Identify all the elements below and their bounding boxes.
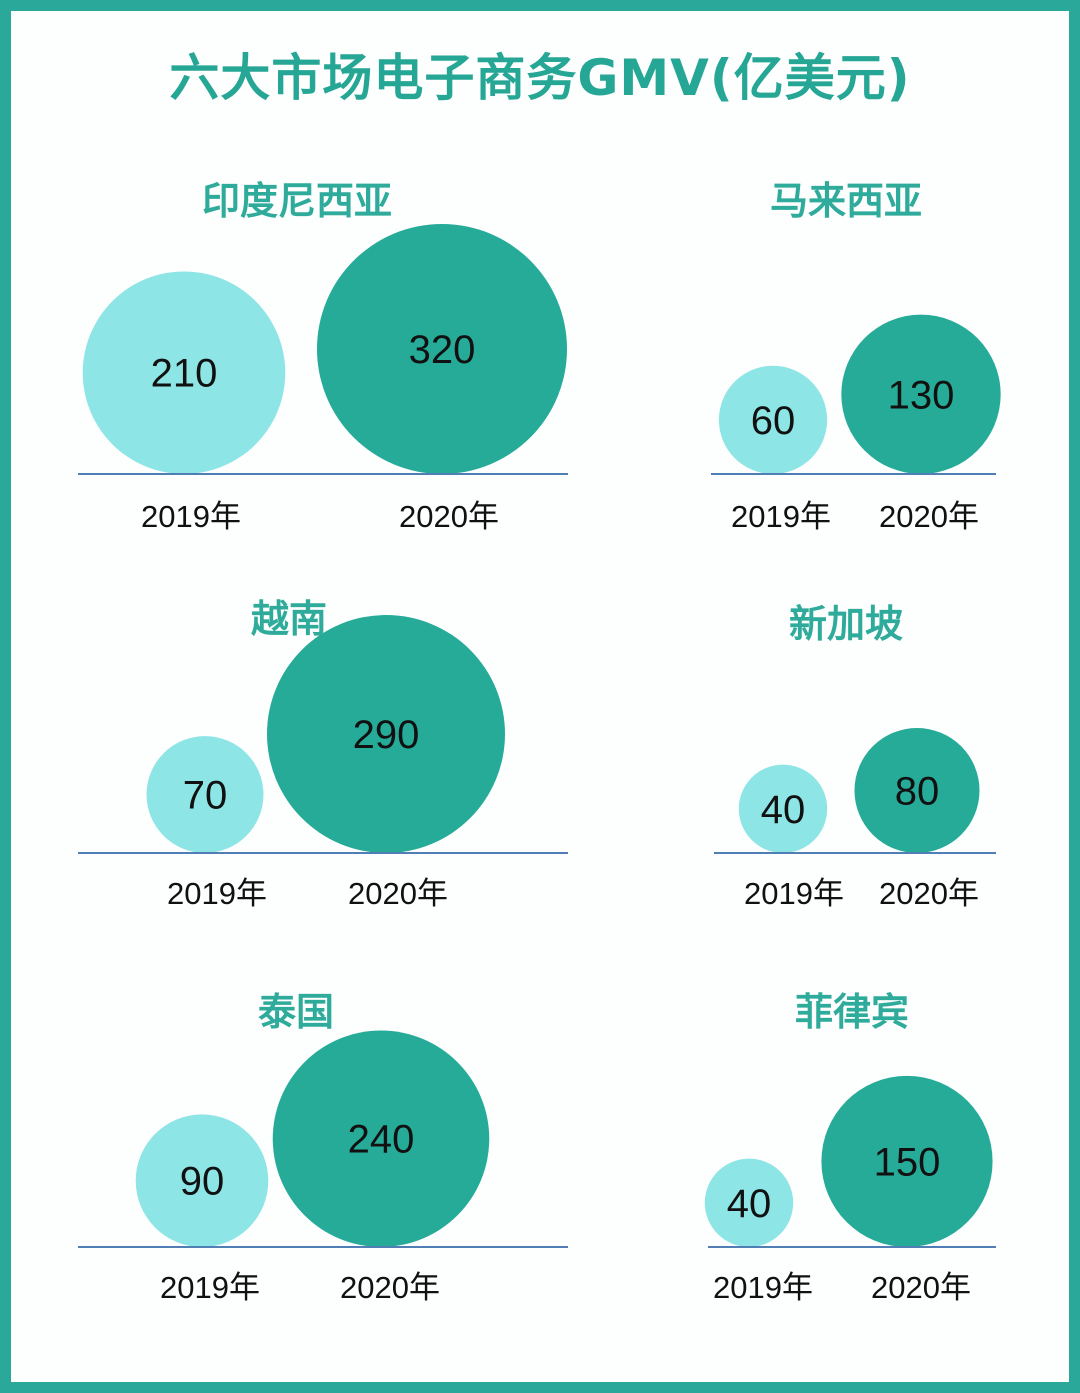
- year-label-indonesia-2020: 2020年: [399, 499, 499, 534]
- market-label-thailand: 泰国: [257, 990, 334, 1034]
- value-label-vietnam-2019: 70: [183, 774, 228, 818]
- bubble-thailand-2019: [135, 1114, 269, 1247]
- year-label-singapore-2020: 2020年: [879, 876, 979, 911]
- year-label-thailand-2020: 2020年: [340, 1270, 440, 1305]
- value-label-philippines-2019: 40: [727, 1182, 772, 1226]
- year-label-malaysia-2020: 2020年: [879, 499, 979, 534]
- chart-title: 六大市场电子商务GMV(亿美元): [169, 49, 911, 107]
- panel-singapore: 40 80 2019年 2020年: [714, 728, 996, 911]
- market-label-indonesia: 印度尼西亚: [201, 179, 392, 223]
- market-label-singapore: 新加坡: [788, 602, 903, 646]
- value-label-indonesia-2019: 210: [151, 352, 218, 396]
- value-label-singapore-2020: 80: [895, 770, 940, 814]
- panel-thailand: 90 240 2019年 2020年: [78, 1030, 568, 1305]
- bubble-indonesia-2020: [317, 224, 567, 474]
- bubble-vietnam-2019: [146, 736, 264, 854]
- market-label-philippines: 菲律宾: [794, 990, 909, 1034]
- year-label-malaysia-2019: 2019年: [731, 499, 831, 534]
- bubble-malaysia-2020: [841, 314, 1001, 474]
- value-label-philippines-2020: 150: [874, 1140, 941, 1184]
- panel-indonesia: 210 320 2019年 2020年: [78, 224, 568, 534]
- panel-vietnam: 70 290 2019年 2020年: [78, 615, 568, 911]
- value-label-vietnam-2020: 290: [353, 713, 420, 757]
- bubble-vietnam-2020: [267, 615, 505, 853]
- year-label-vietnam-2020: 2020年: [348, 876, 448, 911]
- bubble-singapore-2019: [738, 764, 828, 854]
- bubble-thailand-2020: [272, 1030, 490, 1247]
- value-label-thailand-2019: 90: [180, 1160, 225, 1204]
- year-label-thailand-2019: 2019年: [160, 1270, 260, 1305]
- bubble-indonesia-2019: [82, 271, 286, 474]
- year-label-philippines-2020: 2020年: [871, 1270, 971, 1305]
- market-label-malaysia: 马来西亚: [769, 179, 922, 223]
- bubble-malaysia-2019: [718, 365, 828, 474]
- panel-malaysia: 60 130 2019年 2020年: [711, 314, 1001, 534]
- year-label-singapore-2019: 2019年: [744, 876, 844, 911]
- year-label-philippines-2019: 2019年: [713, 1270, 813, 1305]
- bubble-philippines-2019: [704, 1158, 794, 1247]
- year-label-indonesia-2019: 2019年: [141, 499, 241, 534]
- panel-philippines: 40 150 2019年 2020年: [704, 1075, 996, 1305]
- value-label-singapore-2019: 40: [761, 788, 806, 832]
- value-label-malaysia-2019: 60: [751, 399, 796, 443]
- value-label-thailand-2020: 240: [348, 1118, 415, 1162]
- value-label-indonesia-2020: 320: [409, 328, 476, 372]
- market-label-vietnam: 越南: [250, 597, 327, 641]
- bubble-singapore-2020: [854, 728, 980, 853]
- year-label-vietnam-2019: 2019年: [167, 876, 267, 911]
- value-label-malaysia-2020: 130: [888, 373, 955, 417]
- bubble-philippines-2020: [821, 1075, 993, 1247]
